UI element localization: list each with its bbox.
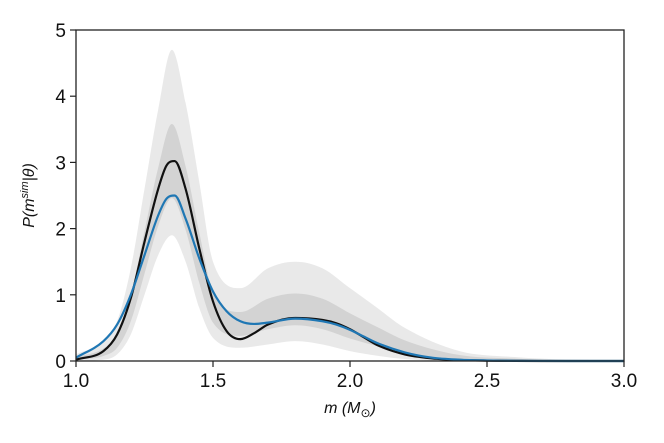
y-tick-label: 3 xyxy=(55,153,66,174)
x-axis: 1.0 1.5 2.0 2.5 3.0 xyxy=(63,361,637,392)
y-tick-label: 2 xyxy=(55,220,66,241)
y-tick-label: 0 xyxy=(55,352,66,373)
y-tick-label: 5 xyxy=(55,21,66,42)
y-tick-label: 1 xyxy=(55,286,66,307)
y-axis-label: P(msim|θ) xyxy=(19,163,38,228)
y-axis: 0 1 2 3 4 5 xyxy=(55,21,76,373)
x-tick-label: 1.0 xyxy=(63,371,89,392)
x-tick-label: 3.0 xyxy=(611,371,637,392)
x-tick-label: 2.5 xyxy=(474,371,500,392)
y-tick-label: 4 xyxy=(55,87,66,108)
series-line-2 xyxy=(75,194,624,363)
x-tick-label: 1.5 xyxy=(200,371,226,392)
x-axis-label: m (M⊙) xyxy=(324,400,376,420)
plot-area xyxy=(75,49,624,363)
x-tick-label: 2.0 xyxy=(337,371,363,392)
posterior-draws-band xyxy=(76,49,624,362)
y-axis-label-text: P(msim|θ) xyxy=(19,163,38,228)
